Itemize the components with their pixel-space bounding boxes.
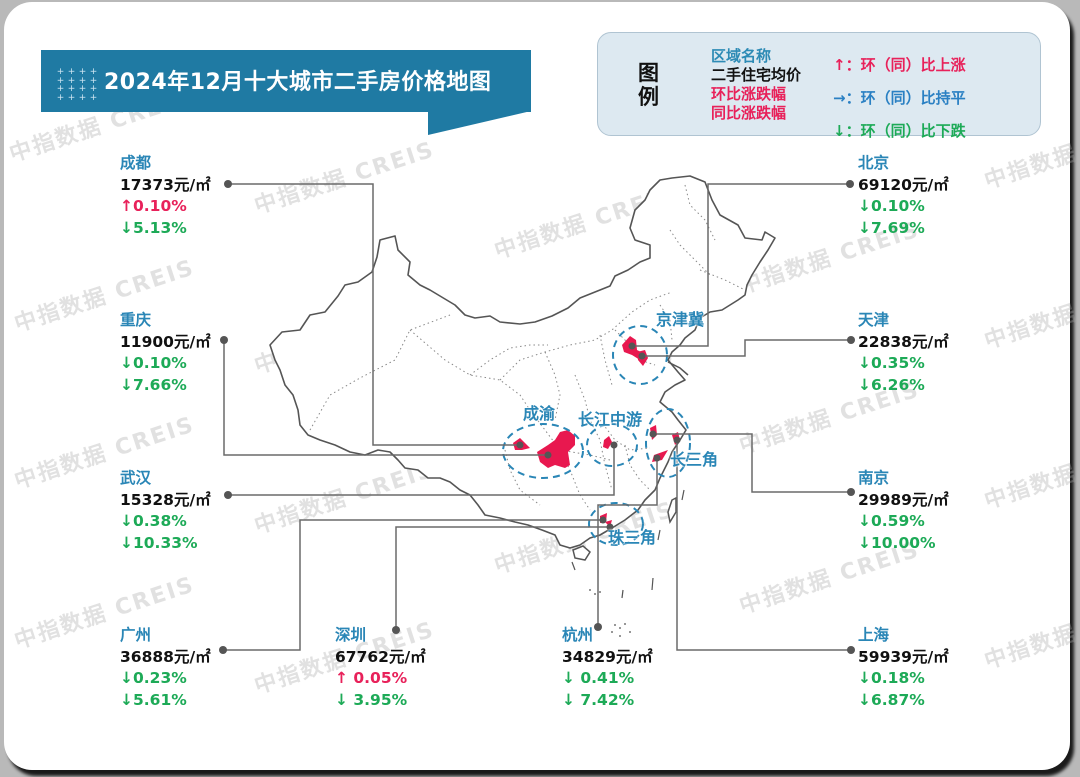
- city-yoy: ↓5.13%: [120, 218, 187, 237]
- legend-heading: 图例: [638, 61, 659, 109]
- city-mom: ↓0.18%: [858, 669, 925, 687]
- city-price: 67762元/㎡: [335, 647, 426, 666]
- city-name: 重庆: [120, 311, 152, 329]
- city-mom: ↓0.38%: [120, 512, 187, 530]
- title-banner-tail: [428, 111, 531, 135]
- legend-field-list: 区域名称 二手住宅均价 环比涨跌幅 同比涨跌幅: [711, 47, 801, 123]
- city-yoy: ↓6.87%: [858, 690, 925, 709]
- arrow-down-icon: ↓：: [833, 122, 861, 140]
- legend-arrow-list: ↑：环（同）比上涨 →：环（同）比持平 ↓：环（同）比下跌: [833, 49, 966, 148]
- city-card-hangzhou: 杭州 34829元/㎡ ↓ 0.41% ↓ 7.42%: [562, 625, 653, 711]
- city-card-nanjing: 南京 29989元/㎡ ↓0.59% ↓10.00%: [858, 468, 949, 554]
- hainan-island: [572, 545, 591, 561]
- plus-decoration-icon: + + + + + + + + + + + + + + + +: [56, 67, 98, 103]
- city-name: 天津: [858, 311, 890, 329]
- city-card-wuhan: 武汉 15328元/㎡ ↓0.38% ↓10.33%: [120, 468, 211, 554]
- legend-item-region-name: 区域名称: [711, 47, 772, 65]
- city-name: 广州: [120, 626, 152, 644]
- legend-item-mom: 环比涨跌幅: [711, 85, 787, 103]
- city-mom: ↓0.59%: [858, 512, 925, 530]
- chengyu-ellipse: [502, 423, 584, 479]
- region-ellipses: [502, 325, 691, 546]
- city-name: 武汉: [120, 469, 152, 487]
- legend-item-avg-price: 二手住宅均价: [711, 66, 802, 84]
- region-label-changsanjiao: 长三角: [670, 450, 719, 469]
- region-label-changjiang: 长江中游: [578, 410, 643, 429]
- zhusanjiao-ellipse: [588, 502, 644, 546]
- title-banner: [41, 50, 531, 112]
- city-mom: ↓0.10%: [120, 354, 187, 372]
- city-price: 17373元/㎡: [120, 175, 211, 194]
- legend-arrow-up-text: 环（同）比上涨: [860, 56, 966, 74]
- legend-box: 图例 区域名称 二手住宅均价 环比涨跌幅 同比涨跌幅 ↑：环（同）比上涨 →：环…: [597, 32, 1041, 140]
- city-name: 深圳: [335, 626, 367, 644]
- jingjinji-ellipse: [612, 325, 668, 385]
- city-mom: ↓0.23%: [120, 669, 187, 687]
- shandong-coast: [667, 361, 689, 376]
- city-price: 34829元/㎡: [562, 647, 653, 666]
- wuhan-region: [603, 436, 612, 449]
- legend-arrow-flat: →：环（同）比持平: [833, 82, 966, 115]
- city-card-chongqing: 重庆 11900元/㎡ ↓0.10% ↓7.66%: [120, 310, 211, 396]
- city-price: 59939元/㎡: [858, 647, 949, 666]
- chongqing-region: [537, 430, 575, 468]
- legend-arrow-down: ↓：环（同）比下跌: [833, 115, 966, 148]
- city-price: 69120元/㎡: [858, 175, 949, 194]
- city-name: 南京: [858, 469, 890, 487]
- region-label-jingjinji: 京津冀: [656, 310, 705, 329]
- legend-arrow-down-text: 环（同）比下跌: [860, 122, 966, 140]
- connector-lines: [223, 183, 851, 651]
- city-mom: ↑ 0.05%: [335, 669, 408, 687]
- changjiang-ellipse: [586, 423, 638, 467]
- arrow-up-icon: ↑：: [833, 56, 861, 74]
- connector-dots: [219, 180, 855, 654]
- city-yoy: ↓10.33%: [120, 533, 198, 552]
- city-card-tianjin: 天津 22838元/㎡ ↓0.35% ↓6.26%: [858, 310, 949, 396]
- city-mom: ↓ 0.41%: [562, 669, 635, 687]
- city-name: 杭州: [562, 626, 594, 644]
- city-price: 29989元/㎡: [858, 490, 949, 509]
- city-card-guangzhou: 广州 36888元/㎡ ↓0.23% ↓5.61%: [120, 625, 211, 711]
- legend-arrow-up: ↑：环（同）比上涨: [833, 49, 966, 82]
- city-yoy: ↓ 3.95%: [335, 690, 408, 709]
- city-name: 北京: [858, 154, 890, 172]
- region-label-chengyu: 成渝: [523, 404, 556, 423]
- city-name: 上海: [858, 626, 890, 644]
- city-mom: ↓0.35%: [858, 354, 925, 372]
- city-yoy: ↓ 7.42%: [562, 690, 635, 709]
- city-price: 15328元/㎡: [120, 490, 211, 509]
- city-card-shenzhen: 深圳 67762元/㎡ ↑ 0.05% ↓ 3.95%: [335, 625, 426, 711]
- city-name: 成都: [120, 154, 152, 172]
- city-price: 11900元/㎡: [120, 332, 211, 351]
- city-mom: ↓0.10%: [858, 197, 925, 215]
- city-card-shanghai: 上海 59939元/㎡ ↓0.18% ↓6.87%: [858, 625, 949, 711]
- city-card-beijing: 北京 69120元/㎡ ↓0.10% ↓7.69%: [858, 153, 949, 239]
- page-title: 2024年12月十大城市二手房价格地图: [104, 70, 492, 95]
- legend-arrow-flat-text: 环（同）比持平: [860, 89, 966, 107]
- city-yoy: ↓5.61%: [120, 690, 187, 709]
- arrow-right-icon: →：: [833, 89, 861, 107]
- city-yoy: ↓10.00%: [858, 533, 936, 552]
- city-yoy: ↓6.26%: [858, 375, 925, 394]
- city-yoy: ↓7.66%: [120, 375, 187, 394]
- taiwan-island: [667, 496, 677, 525]
- city-price: 22838元/㎡: [858, 332, 949, 351]
- changsanjiao-ellipse: [645, 408, 691, 478]
- city-yoy: ↓7.69%: [858, 218, 925, 237]
- city-price: 36888元/㎡: [120, 647, 211, 666]
- region-label-zhusanjiao: 珠三角: [608, 528, 657, 547]
- sea-islands: [571, 489, 685, 599]
- legend-item-yoy: 同比涨跌幅: [711, 104, 787, 122]
- city-card-chengdu: 成都 17373元/㎡ ↑0.10% ↓5.13%: [120, 153, 211, 239]
- city-mom: ↑0.10%: [120, 197, 187, 215]
- sea-island-dots: [589, 589, 631, 637]
